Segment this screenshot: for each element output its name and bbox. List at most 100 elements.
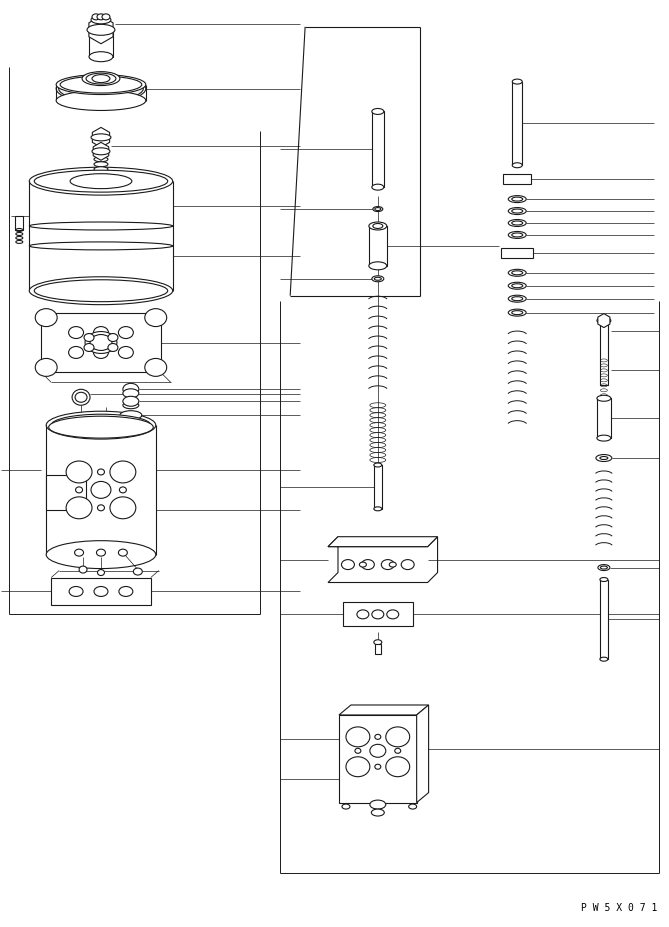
Ellipse shape [346, 756, 370, 777]
Ellipse shape [119, 487, 126, 493]
Bar [343, 603, 413, 627]
Ellipse shape [52, 414, 151, 436]
Ellipse shape [133, 568, 142, 575]
Ellipse shape [341, 560, 355, 569]
Ellipse shape [512, 311, 522, 314]
Bar [41, 312, 161, 373]
Ellipse shape [94, 171, 108, 177]
Ellipse shape [102, 14, 110, 19]
Ellipse shape [119, 587, 133, 596]
Bar [512, 82, 522, 165]
Ellipse shape [508, 282, 527, 289]
Ellipse shape [359, 562, 367, 567]
Polygon shape [598, 313, 610, 327]
Ellipse shape [370, 800, 386, 809]
Ellipse shape [386, 727, 409, 747]
Ellipse shape [82, 71, 120, 85]
Ellipse shape [118, 347, 133, 359]
Ellipse shape [395, 748, 401, 754]
Ellipse shape [108, 344, 118, 351]
Ellipse shape [508, 295, 527, 302]
Ellipse shape [512, 79, 522, 84]
Polygon shape [417, 705, 429, 803]
Ellipse shape [118, 549, 127, 556]
Ellipse shape [94, 161, 108, 167]
Ellipse shape [373, 223, 383, 228]
Ellipse shape [123, 388, 138, 398]
Ellipse shape [357, 610, 369, 619]
Ellipse shape [369, 222, 387, 230]
Ellipse shape [512, 284, 522, 287]
Ellipse shape [46, 540, 156, 568]
Ellipse shape [59, 76, 143, 101]
Ellipse shape [123, 384, 138, 395]
Ellipse shape [375, 277, 381, 280]
Ellipse shape [389, 562, 396, 567]
Ellipse shape [56, 74, 146, 95]
Ellipse shape [372, 184, 384, 190]
Ellipse shape [370, 744, 386, 757]
Ellipse shape [512, 210, 522, 213]
Ellipse shape [94, 177, 108, 182]
Ellipse shape [118, 326, 133, 338]
Ellipse shape [29, 167, 173, 195]
Bar [372, 111, 384, 187]
Ellipse shape [46, 412, 156, 439]
Ellipse shape [597, 318, 611, 324]
Ellipse shape [369, 261, 387, 270]
Bar [15, 216, 23, 230]
Ellipse shape [596, 454, 612, 462]
Ellipse shape [72, 389, 90, 405]
Ellipse shape [381, 560, 394, 569]
Ellipse shape [600, 566, 607, 569]
Ellipse shape [94, 326, 108, 338]
Bar [503, 174, 531, 184]
Ellipse shape [94, 587, 108, 596]
Ellipse shape [69, 347, 84, 359]
Ellipse shape [386, 756, 409, 777]
Text: P W 5 X 0 7 1: P W 5 X 0 7 1 [581, 903, 657, 913]
Ellipse shape [401, 560, 414, 569]
Ellipse shape [512, 197, 522, 201]
Ellipse shape [56, 74, 146, 103]
Ellipse shape [145, 359, 167, 376]
Ellipse shape [94, 167, 108, 171]
Ellipse shape [86, 73, 116, 84]
Ellipse shape [35, 309, 57, 326]
Bar [600, 315, 608, 386]
Ellipse shape [85, 332, 117, 353]
Ellipse shape [84, 344, 94, 351]
Polygon shape [339, 705, 429, 715]
Ellipse shape [375, 734, 381, 740]
Polygon shape [92, 127, 110, 147]
Ellipse shape [69, 326, 84, 338]
Ellipse shape [90, 335, 112, 350]
Ellipse shape [371, 809, 384, 816]
Ellipse shape [600, 657, 608, 661]
Ellipse shape [69, 587, 83, 596]
Ellipse shape [508, 196, 527, 203]
Ellipse shape [29, 222, 173, 230]
Ellipse shape [70, 173, 132, 189]
Bar [89, 32, 113, 57]
Ellipse shape [372, 276, 384, 282]
Ellipse shape [372, 108, 384, 114]
Ellipse shape [512, 297, 522, 300]
Ellipse shape [87, 24, 115, 35]
Ellipse shape [512, 221, 522, 225]
Ellipse shape [375, 208, 381, 210]
Ellipse shape [76, 487, 82, 493]
Bar [375, 644, 381, 654]
Ellipse shape [34, 171, 168, 192]
Ellipse shape [92, 147, 110, 155]
Bar [501, 248, 533, 258]
Ellipse shape [84, 334, 94, 341]
Ellipse shape [29, 242, 173, 250]
Bar [597, 399, 611, 438]
Ellipse shape [79, 566, 87, 573]
Polygon shape [89, 16, 113, 44]
Bar [374, 465, 382, 509]
Ellipse shape [508, 208, 527, 214]
Ellipse shape [374, 463, 382, 467]
Polygon shape [328, 537, 438, 547]
